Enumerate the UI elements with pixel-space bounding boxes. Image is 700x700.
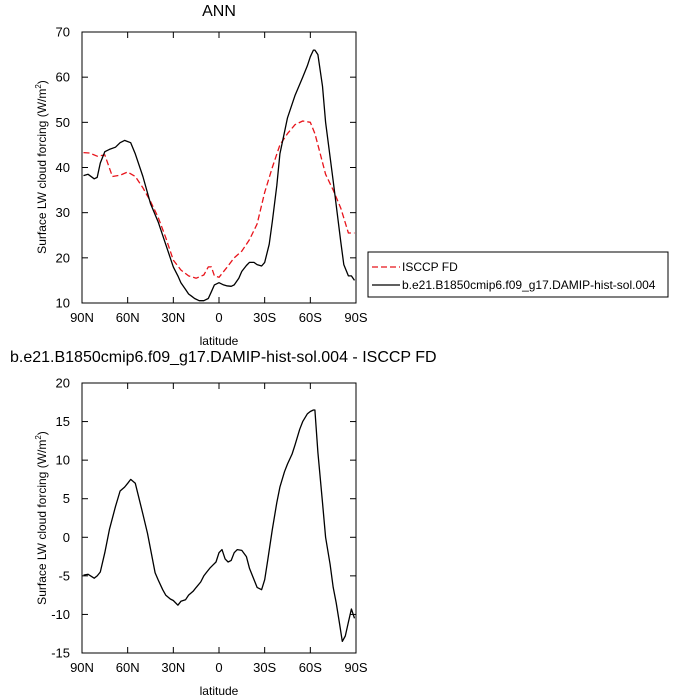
chart-panel-difference: b.e21.B1850cmip6.f09_g17.DAMIP-hist-sol.… bbox=[10, 349, 437, 698]
y-tick-label: 5 bbox=[63, 491, 70, 506]
x-tick-label: 0 bbox=[215, 310, 222, 325]
x-tick-label: 0 bbox=[215, 660, 222, 675]
x-axis-label: latitude bbox=[200, 684, 239, 698]
x-tick-label: 90N bbox=[70, 310, 94, 325]
y-tick-label: 10 bbox=[56, 453, 70, 468]
y-tick-label: -15 bbox=[51, 646, 70, 661]
y-tick-label: -10 bbox=[51, 607, 70, 622]
plot-area: 90N 60N 30N 0 30S 60S 90S -15 -10 -5 0 5 10 15 20 bbox=[51, 376, 368, 676]
x-tick-label: 60N bbox=[116, 660, 140, 675]
chart-title: b.e21.B1850cmip6.f09_g17.DAMIP-hist-sol.… bbox=[10, 349, 437, 366]
plot-frame bbox=[81, 31, 357, 304]
x-tick-label: 60S bbox=[299, 310, 322, 325]
y-tick-label: 70 bbox=[56, 25, 70, 40]
y-tick-label: 50 bbox=[56, 115, 70, 130]
x-axis-label: latitude bbox=[200, 334, 239, 348]
legend: ISCCP FD b.e21.B1850cmip6.f09_g17.DAMIP-… bbox=[367, 251, 669, 298]
y-tick-label: 15 bbox=[56, 414, 70, 429]
x-tick-label: 90N bbox=[70, 660, 94, 675]
y-axis-label: Surface LW cloud forcing (W/m2) bbox=[34, 80, 49, 254]
x-tick-label: 60S bbox=[299, 660, 322, 675]
x-tick-label: 60N bbox=[116, 310, 140, 325]
series-line-0 bbox=[83, 409, 356, 643]
y-tick-label: 40 bbox=[56, 160, 70, 175]
y-tick-label: 20 bbox=[56, 376, 70, 391]
y-axis-label: Surface LW cloud forcing (W/m2) bbox=[34, 431, 49, 605]
y-tick-label: 30 bbox=[56, 205, 70, 220]
legend-entry-model: b.e21.B1850cmip6.f09_g17.DAMIP-hist-sol.… bbox=[402, 278, 656, 292]
x-tick-label: 90S bbox=[344, 660, 367, 675]
x-tick-label: 30N bbox=[161, 310, 185, 325]
chart-panel-annual: ANN Surface LW cloud forcing (W/m2) lati… bbox=[34, 3, 368, 348]
y-tick-label: 10 bbox=[56, 296, 70, 311]
legend-entry-isccp: ISCCP FD bbox=[402, 260, 458, 274]
legend-box bbox=[367, 251, 669, 298]
chart-title: ANN bbox=[202, 3, 236, 20]
x-tick-label: 90S bbox=[344, 310, 367, 325]
y-tick-label: 20 bbox=[56, 250, 70, 265]
y-tick-label: 0 bbox=[63, 530, 70, 545]
series-line-0 bbox=[83, 120, 355, 279]
y-tick-label: 60 bbox=[56, 70, 70, 85]
plot-area: 90N 60N 30N 0 30S 60S 90S 10 20 30 40 50 60 70 bbox=[56, 25, 368, 326]
x-tick-label: 30S bbox=[253, 310, 276, 325]
x-tick-label: 30S bbox=[253, 660, 276, 675]
series-line-1 bbox=[83, 49, 356, 302]
y-tick-label: -5 bbox=[58, 568, 70, 583]
plot-frame bbox=[81, 382, 357, 654]
x-tick-label: 30N bbox=[161, 660, 185, 675]
